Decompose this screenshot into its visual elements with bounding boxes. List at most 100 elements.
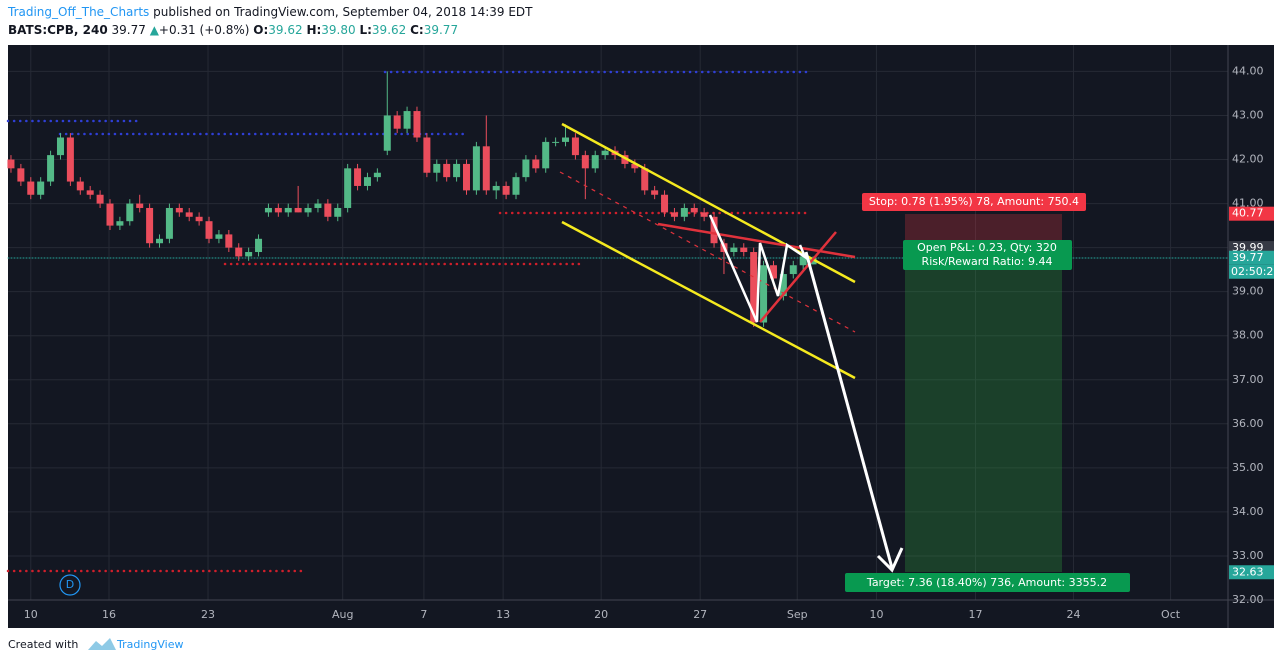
candle-body: [264, 207, 272, 213]
price-label: 40.77: [1232, 207, 1264, 220]
candle-body: [601, 150, 609, 156]
wedge-line: [759, 231, 837, 323]
symbol-line: BATS:CPB, 240 39.77 ▲+0.31 (+0.8%) O:39.…: [8, 23, 458, 37]
candle-body: [443, 163, 451, 178]
x-tick-label: 7: [420, 608, 427, 621]
x-tick-label: Aug: [332, 608, 353, 621]
price-label: 32.63: [1232, 565, 1264, 578]
legend-value: 39.80: [321, 23, 355, 37]
candle-body: [7, 159, 15, 169]
x-tick-label: 10: [24, 608, 38, 621]
candle-body: [116, 221, 124, 226]
footer-brand: TradingView: [116, 638, 183, 651]
x-tick-label: Sep: [787, 608, 808, 621]
candle-body: [562, 137, 570, 142]
candle-body: [453, 163, 461, 178]
y-tick-label: 33.00: [1232, 549, 1264, 562]
candle-body: [403, 111, 411, 129]
legend-label: O:: [253, 23, 268, 37]
candle-body: [17, 168, 25, 182]
candle-body: [670, 212, 678, 217]
candle-body: [383, 115, 391, 151]
x-tick-label: Oct: [1161, 608, 1181, 621]
candle-body: [700, 212, 708, 217]
pnl-box: [903, 240, 1072, 270]
candle-body: [512, 177, 520, 195]
x-tick-label: 20: [594, 608, 608, 621]
candle-body: [462, 163, 470, 191]
legend-label: C:: [410, 23, 424, 37]
candle-body: [631, 163, 639, 169]
candle-body: [304, 207, 312, 213]
marker-circle: [59, 574, 81, 596]
author: Trading_Off_The_Charts: [7, 5, 149, 19]
candle-body: [542, 141, 550, 169]
arrow: ▲: [150, 23, 160, 37]
candle-body: [255, 238, 263, 253]
channel-line: [561, 220, 856, 380]
wedge-line: [657, 222, 856, 259]
candle-body: [136, 203, 144, 208]
candle-body: [760, 265, 768, 323]
candle-body: [769, 265, 777, 279]
candle-body: [274, 207, 282, 213]
candle-body: [185, 212, 193, 217]
target-box: [845, 573, 1130, 592]
candle-body: [591, 155, 599, 169]
candle-body: [799, 256, 807, 266]
candle-body: [344, 168, 352, 208]
candle-body: [730, 247, 738, 253]
marker-label: D: [66, 578, 74, 591]
candle-body: [363, 177, 371, 186]
candle-body: [482, 146, 490, 191]
candle-body: [245, 252, 253, 257]
y-tick-label: 43.00: [1232, 108, 1264, 121]
rr-label: Risk/Reward Ratio: 9.44: [922, 255, 1053, 268]
candle-body: [690, 207, 698, 213]
candle-body: [651, 190, 659, 195]
candle-body: [47, 155, 55, 182]
price-label-box: [1229, 206, 1274, 221]
candle-body: [581, 155, 589, 169]
last: 39.77: [112, 23, 146, 37]
plot-area: [8, 45, 1274, 628]
candle-body: [76, 181, 84, 191]
candle-body: [433, 163, 441, 173]
candle-body: [393, 115, 401, 129]
axis: 32.00 33.00 34.00 35.00 36.00 37.00 38.00 39.00…: [24, 64, 1274, 621]
candle-body: [552, 141, 560, 143]
candle-body: [373, 172, 381, 178]
legend-value: 39.62: [268, 23, 302, 37]
pnl-label: Open P&L: 0.23, Qty: 320: [917, 241, 1057, 254]
stop-label: Stop: 0.78 (1.95%) 78, Amount: 750.4: [869, 195, 1079, 208]
symbol: BATS:CPB, 240: [8, 23, 108, 37]
candle-body: [165, 207, 173, 239]
candle-body: [37, 181, 45, 195]
candle-body: [146, 207, 154, 244]
candle-body: [56, 137, 64, 156]
candle-body: [294, 207, 302, 213]
candle-body: [423, 137, 431, 173]
x-tick-label: 16: [102, 608, 116, 621]
candle-body: [156, 238, 164, 244]
candle-body: [779, 274, 787, 297]
y-tick-label: 44.00: [1232, 64, 1264, 77]
candle-body: [334, 207, 342, 217]
candle-body: [571, 137, 579, 156]
candle-body: [205, 221, 213, 239]
candle-body: [86, 190, 94, 195]
y-tick-label: 42.00: [1232, 153, 1264, 166]
stop-box: [862, 193, 1086, 211]
candle-body: [522, 159, 530, 178]
candle-body: [532, 159, 540, 169]
x-tick-label: 24: [1067, 608, 1081, 621]
candle-body: [324, 203, 332, 217]
footer-created: Created with: [8, 638, 78, 651]
candle-body: [740, 247, 748, 253]
x-tick-label: 10: [869, 608, 883, 621]
x-tick-label: 17: [968, 608, 982, 621]
y-tick-label: 36.00: [1232, 417, 1264, 430]
candle-body: [27, 181, 35, 195]
candle-body: [126, 203, 134, 222]
